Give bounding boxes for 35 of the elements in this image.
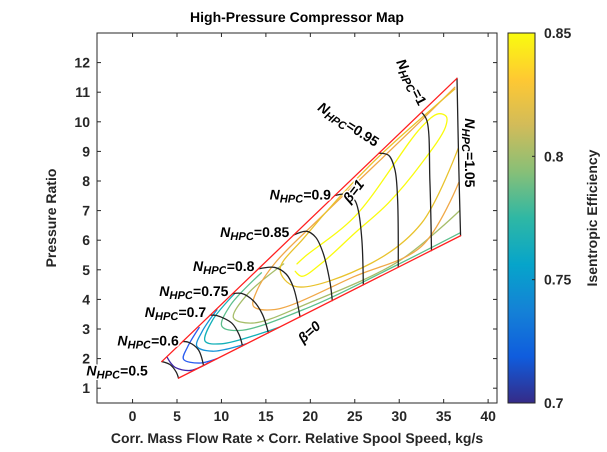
y-tick-label: 11 <box>75 84 90 100</box>
x-tick-label: 40 <box>480 408 496 424</box>
x-tick-label: 35 <box>436 408 452 424</box>
y-tick-label: 12 <box>74 54 90 71</box>
y-tick-label: 1 <box>82 380 90 396</box>
color-bar-label: 0.7 <box>544 395 564 411</box>
y-tick-label: 3 <box>82 321 90 337</box>
x-tick-label: 15 <box>258 408 274 424</box>
color-bar-label: 0.75 <box>544 272 572 288</box>
y-tick-label: 7 <box>82 202 90 219</box>
annotation: N$_{HPC}$=0.75 <box>159 282 229 302</box>
color-bar-label: 0.8 <box>544 148 564 164</box>
y-tick-label: 4 <box>82 291 90 308</box>
annotation: N$_{HPC}$=0.7 <box>144 304 206 323</box>
x-axis-title: Corr. Mass Flow Rate × Corr. Relative Spool Speed, kg/s <box>110 430 484 446</box>
annotation: N$_{HPC}$=0.85 <box>220 224 290 243</box>
color-bar-title: Isentropic Efficiency <box>584 149 600 286</box>
x-tick-label: 0 <box>128 408 137 424</box>
annotation: N$_{HPC}$=0.8 <box>193 258 255 277</box>
chart-title: High-Pressure Compressor Map <box>190 9 404 25</box>
x-tick-label: 20 <box>302 408 318 424</box>
y-tick-label: 2 <box>82 350 90 367</box>
x-tick-label: 5 <box>173 408 182 424</box>
y-axis-title: Pressure Ratio <box>43 168 59 268</box>
y-tick-label: 10 <box>74 114 90 130</box>
annotation: N$_{HPC}$=0.6 <box>117 332 179 352</box>
x-tick-label: 30 <box>391 408 408 424</box>
y-tick-label: 8 <box>82 173 90 189</box>
y-tick-label: 9 <box>82 143 90 160</box>
color-bar-label: 0.85 <box>544 25 572 41</box>
x-tick-label: 10 <box>214 408 230 424</box>
x-tick-label: 25 <box>346 408 363 424</box>
y-tick-label: 5 <box>82 262 90 278</box>
annotation: N$_{HPC}$=0.9 <box>270 186 332 206</box>
y-tick-label: 6 <box>82 232 90 248</box>
